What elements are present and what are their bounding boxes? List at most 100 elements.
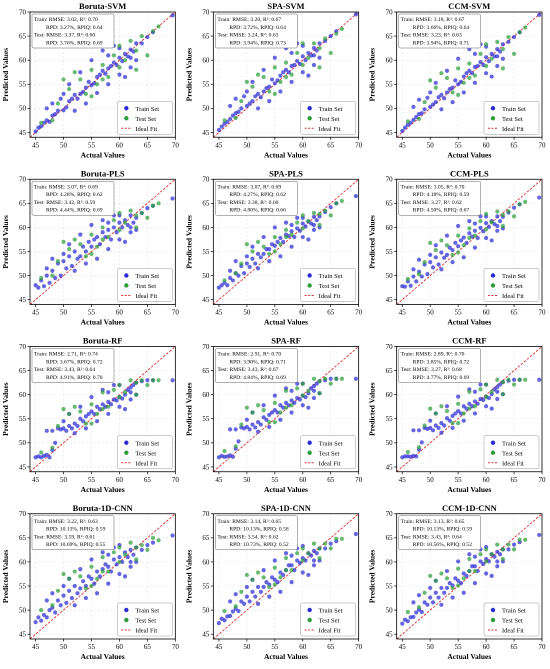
test-point [272, 582, 277, 587]
metric-line: Test: RMSE: 3.42, R²: 0.59 [34, 200, 95, 206]
train-point [255, 106, 261, 111]
x-tick-label: 60 [483, 309, 491, 317]
train-point [67, 588, 72, 593]
train-point [145, 206, 150, 211]
train-point [117, 237, 122, 242]
train-point [225, 283, 230, 288]
test-point [55, 259, 61, 264]
metric-line: RPD: 3.90%, RPIQ: 0.71 [229, 359, 286, 365]
test-point [500, 547, 505, 552]
train-point [484, 71, 489, 76]
train-point [75, 423, 80, 429]
test-point [244, 242, 249, 247]
y-axis-label: Predicted Values [1, 382, 10, 435]
points-layer [216, 194, 358, 290]
metric-line: RPD: 10.13%, RPIQ: 0.59 [46, 527, 106, 533]
x-tick-label: 70 [355, 141, 363, 149]
legend-label-ideal: Ideal Fit [135, 460, 157, 467]
legend: Train Set Test Set Ideal Fit [300, 602, 356, 637]
train-point [272, 558, 277, 563]
y-tick-label: 65 [19, 534, 27, 542]
test-point [461, 576, 466, 581]
test-point [334, 376, 339, 381]
train-point [61, 583, 66, 589]
train-point [47, 455, 52, 460]
train-point [117, 55, 122, 60]
train-point [353, 194, 358, 199]
train-point [289, 222, 294, 228]
train-point [86, 411, 91, 417]
train-point [281, 239, 286, 244]
train-point [89, 58, 94, 63]
metric-line: Test: RMSE: 3.24, R²: 0.63 [217, 33, 278, 39]
test-point [433, 411, 438, 416]
train-point [311, 227, 317, 232]
metric-line: RPD: 4.77%, RPIQ: 0.69 [413, 375, 470, 381]
train-point [289, 244, 294, 249]
y-tick-label: 45 [19, 463, 27, 471]
train-point [422, 600, 427, 605]
train-point [472, 411, 478, 416]
train-point [103, 71, 108, 76]
metrics-box: Train: RMSE: 3.02, R²: 0.70 RPD: 3.27%, R… [31, 13, 115, 49]
train-point [170, 13, 175, 18]
train-point [247, 101, 252, 106]
train-point [537, 195, 542, 200]
train-point [484, 571, 489, 576]
test-point [428, 240, 433, 245]
legend: Train Set Test Set Ideal Fit [483, 435, 540, 469]
train-point [461, 418, 466, 423]
test-point [100, 569, 105, 574]
train-point [236, 608, 241, 614]
test-point [300, 381, 305, 386]
train-point [78, 254, 83, 259]
metric-line: RPD: 4.50%, RPIQ: 0.67 [413, 208, 470, 214]
test-point [134, 48, 139, 53]
test-point [456, 250, 461, 255]
test-point [55, 588, 61, 593]
train-point [289, 229, 294, 234]
plot-frame [29, 513, 176, 640]
test-point [72, 70, 77, 75]
test-point [439, 71, 444, 76]
x-tick-label: 45 [215, 309, 223, 317]
x-tick-label: 70 [172, 476, 180, 484]
test-point [495, 39, 500, 44]
x-tick-label: 55 [88, 643, 96, 651]
chart-panel: CCM-PLS 45 50 55 60 65 70 45 50 55 60 65 70 Actual Va… [368, 168, 546, 326]
points-layer [216, 376, 358, 460]
train-point [64, 600, 69, 605]
x-tick-label: 55 [88, 141, 96, 149]
train-point [292, 62, 297, 68]
train-point [439, 585, 444, 591]
metric-line: Train: RMSE: 3.13, R²: 0.65 [401, 519, 465, 525]
train-point [439, 250, 444, 255]
x-tick-label: 70 [172, 141, 180, 149]
train-point [100, 230, 105, 235]
metric-line: RPD: 3.85%, RPIQ: 0.72 [413, 359, 470, 365]
metric-line: RPD: 4.18%, RPIQ: 0.59 [413, 192, 470, 198]
test-point [222, 608, 227, 614]
train-point [472, 51, 478, 57]
y-tick-label: 70 [19, 343, 27, 351]
train-point [261, 415, 266, 420]
x-tick-label: 60 [483, 476, 491, 484]
train-point [75, 591, 80, 596]
train-point [472, 399, 478, 404]
test-point [117, 227, 122, 232]
train-point [219, 124, 224, 129]
test-point [233, 115, 238, 121]
train-point [278, 89, 283, 94]
train-point [261, 251, 266, 257]
legend-swatch-train [124, 440, 129, 445]
train-point [53, 440, 58, 445]
metrics-box-frame [31, 515, 115, 550]
test-point [78, 242, 83, 247]
train-point [283, 67, 289, 72]
train-point [300, 221, 305, 226]
test-point [523, 377, 528, 382]
x-tick-label: 50 [243, 476, 251, 484]
train-point [289, 79, 294, 84]
train-point [145, 34, 150, 40]
train-point [253, 425, 258, 430]
